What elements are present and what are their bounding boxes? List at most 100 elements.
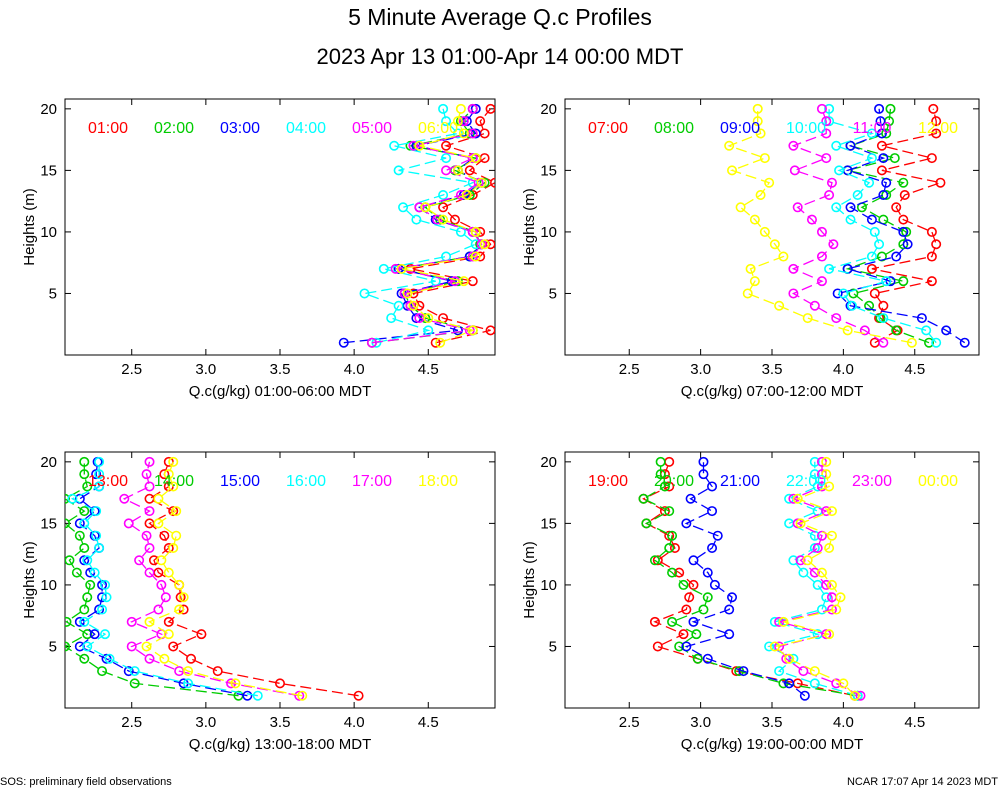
data-point — [65, 641, 70, 652]
data-point — [809, 300, 820, 311]
data-point — [928, 103, 939, 114]
chart-panel-1: 2.5 3.0 3.5 4.0 4.5 5 10 15 20 Q.c(g/kg) 01:00-06… — [21, 98, 496, 400]
data-point — [778, 251, 789, 262]
y-axis-label: Heights (m) — [21, 188, 38, 266]
data-point — [816, 226, 827, 237]
data-point — [168, 456, 179, 467]
data-point — [402, 288, 413, 299]
x-tick-label: 3.0 — [690, 361, 711, 378]
data-point — [141, 469, 152, 480]
data-point — [97, 666, 108, 677]
data-point — [79, 518, 90, 529]
data-point — [163, 616, 174, 627]
data-point — [866, 251, 877, 262]
x-tick-label: 4.0 — [833, 361, 854, 378]
data-point — [778, 616, 789, 627]
data-point — [470, 251, 481, 262]
data-point — [473, 177, 484, 188]
legend-label: 05:00 — [352, 120, 392, 137]
series-2200 — [764, 456, 863, 701]
legend-label: 19:00 — [588, 473, 628, 490]
legend-label: 15:00 — [220, 473, 260, 490]
data-point — [724, 604, 735, 615]
data-point — [144, 481, 155, 492]
series-0800 — [842, 103, 935, 348]
data-point — [707, 481, 718, 492]
data-point — [821, 592, 832, 603]
x-tick-label: 3.0 — [195, 714, 216, 731]
data-point — [458, 128, 469, 139]
data-point — [148, 555, 159, 566]
data-point — [183, 666, 194, 677]
data-point — [788, 140, 799, 151]
data-point — [792, 493, 803, 504]
data-point — [65, 616, 72, 627]
x-axis-label: Q.c(g/kg) 07:00-12:00 MDT — [681, 383, 864, 400]
data-point — [684, 592, 695, 603]
data-point — [821, 579, 832, 590]
data-point — [119, 493, 130, 504]
chart-panel-3: 2.5 3.0 3.5 4.0 4.5 5 10 15 20 Q.c(g/kg) 13:00-18… — [21, 451, 496, 753]
data-point — [65, 518, 70, 529]
data-point — [838, 678, 849, 689]
x-tick-label: 3.5 — [762, 361, 783, 378]
data-point — [781, 653, 792, 664]
data-point — [878, 313, 889, 324]
data-point — [674, 641, 685, 652]
data-point — [921, 325, 932, 336]
data-point — [821, 469, 832, 480]
data-point — [159, 653, 170, 664]
data-point — [71, 567, 82, 578]
data-point — [183, 678, 194, 689]
series-line — [773, 461, 856, 697]
data-point — [881, 276, 892, 287]
data-point — [821, 456, 832, 467]
data-point — [769, 641, 780, 652]
data-point — [864, 300, 875, 311]
data-point — [809, 666, 820, 677]
data-point — [458, 116, 469, 127]
data-point — [824, 629, 835, 640]
data-point — [759, 226, 770, 237]
data-point — [441, 140, 452, 151]
data-point — [144, 653, 155, 664]
y-tick-label: 5 — [49, 285, 57, 302]
data-point — [141, 530, 152, 541]
data-point — [67, 493, 78, 504]
data-point — [875, 116, 886, 127]
data-point — [479, 177, 490, 188]
series-line — [727, 108, 913, 344]
x-tick-label: 4.0 — [344, 361, 365, 378]
legend-label: 12:00 — [918, 120, 958, 137]
data-point — [828, 239, 839, 250]
data-point — [174, 604, 185, 615]
data-point — [898, 226, 909, 237]
data-point — [441, 165, 452, 176]
data-point — [414, 202, 425, 213]
data-point — [91, 530, 102, 541]
data-point — [824, 190, 835, 201]
data-point — [144, 456, 155, 467]
data-point — [467, 153, 478, 164]
data-point — [848, 288, 859, 299]
data-point — [458, 276, 469, 287]
data-point — [876, 165, 887, 176]
plot-area — [638, 456, 866, 701]
series-1300 — [144, 456, 364, 701]
series-0600 — [396, 103, 490, 348]
data-point — [795, 518, 806, 529]
data-point — [849, 690, 860, 701]
series-line — [828, 108, 937, 344]
data-point — [788, 288, 799, 299]
data-point — [134, 555, 145, 566]
data-point — [144, 506, 155, 517]
legend-label: 06:00 — [418, 120, 458, 137]
data-point — [82, 641, 93, 652]
data-point — [667, 567, 678, 578]
data-point — [816, 567, 827, 578]
plot-area — [724, 103, 970, 348]
x-tick-label: 4.0 — [833, 714, 854, 731]
data-point — [899, 190, 910, 201]
data-point — [144, 567, 155, 578]
data-point — [378, 263, 389, 274]
